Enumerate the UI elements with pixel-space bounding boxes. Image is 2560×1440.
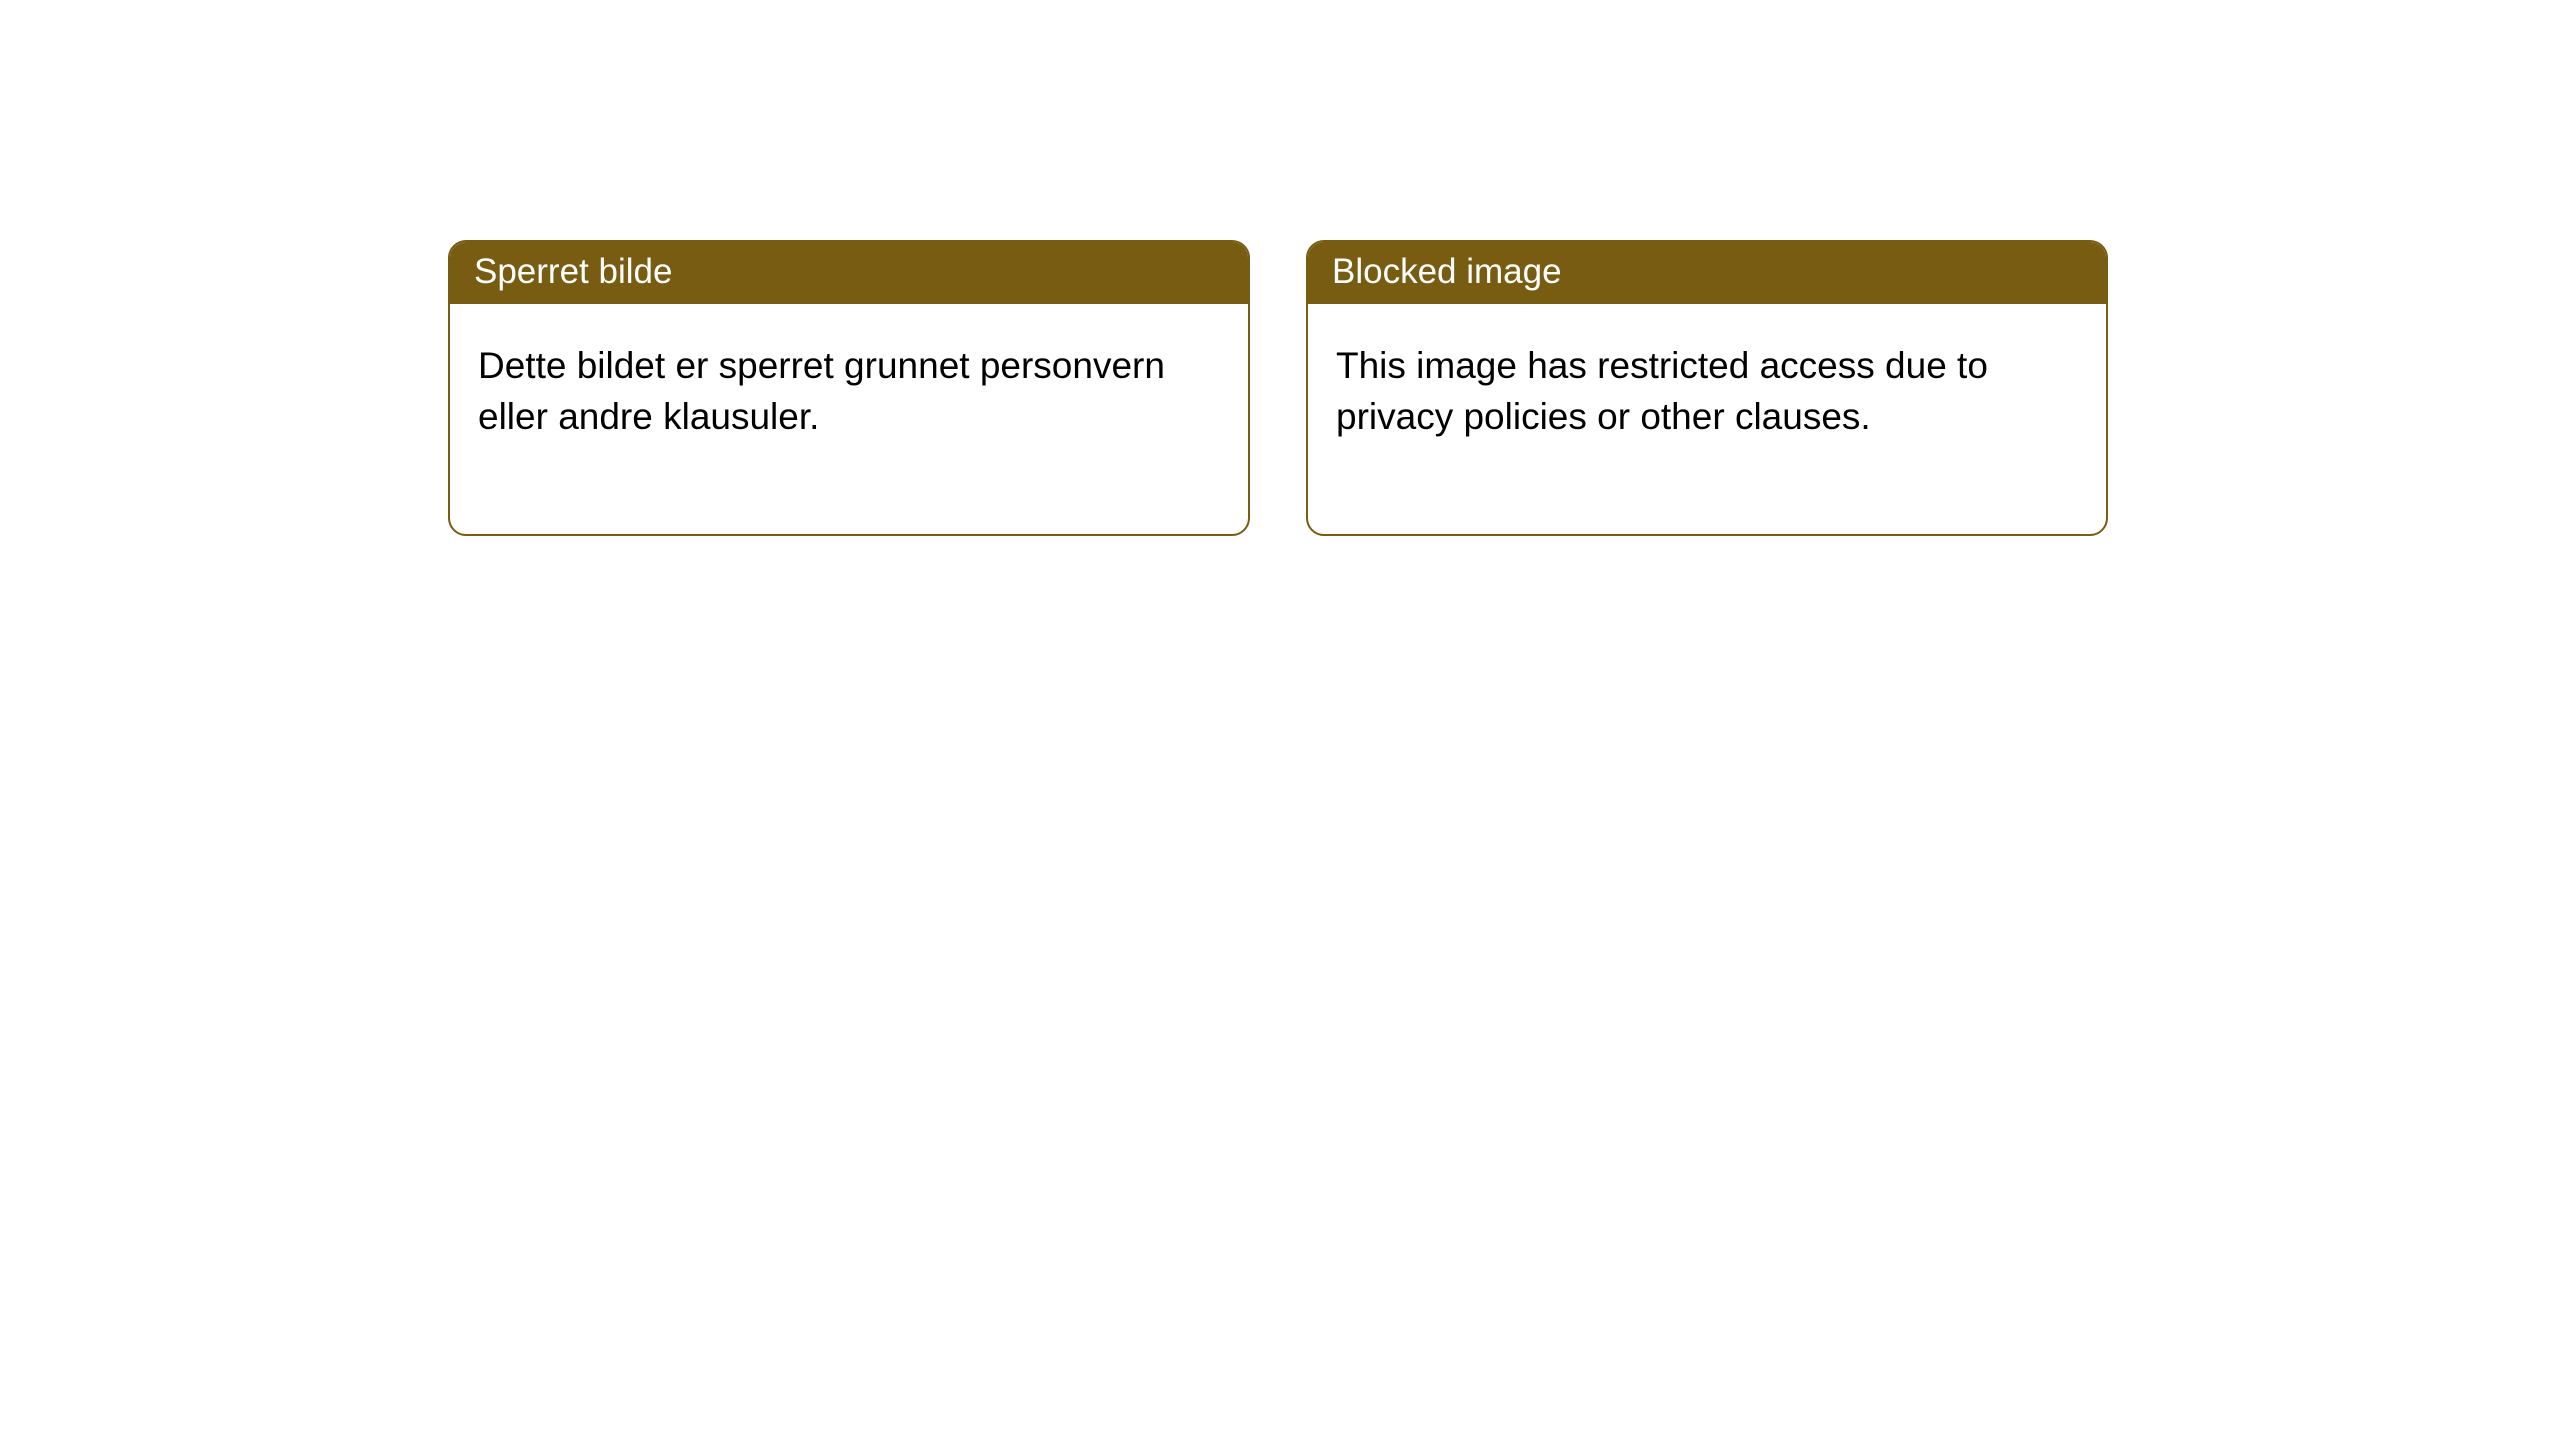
notice-body-english: This image has restricted access due to … bbox=[1308, 304, 2106, 534]
notice-title-english: Blocked image bbox=[1308, 242, 2106, 304]
notice-body-norwegian: Dette bildet er sperret grunnet personve… bbox=[450, 304, 1248, 534]
notice-title-norwegian: Sperret bilde bbox=[450, 242, 1248, 304]
notice-card-english: Blocked image This image has restricted … bbox=[1306, 240, 2108, 536]
notice-container: Sperret bilde Dette bildet er sperret gr… bbox=[0, 0, 2560, 536]
notice-card-norwegian: Sperret bilde Dette bildet er sperret gr… bbox=[448, 240, 1250, 536]
